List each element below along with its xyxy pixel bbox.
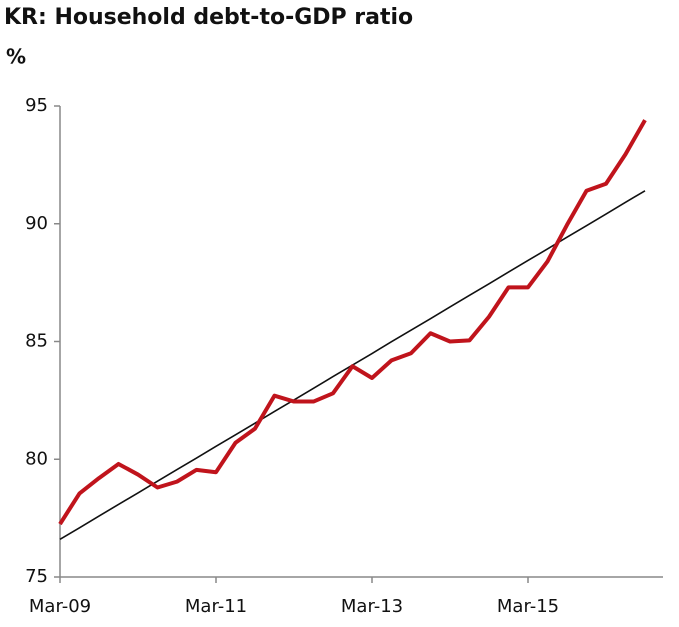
x-tick-label: Mar-15: [497, 596, 559, 617]
chart-title: KR: Household debt-to-GDP ratio: [4, 5, 413, 30]
y-tick-label: 75: [25, 566, 48, 587]
y-axis-label: %: [6, 45, 26, 69]
y-tick-label: 80: [25, 448, 48, 469]
x-tick-label: Mar-11: [185, 596, 247, 617]
y-tick-label: 90: [25, 213, 48, 234]
x-tick-label: Mar-09: [29, 596, 91, 617]
y-tick-label: 85: [25, 331, 48, 352]
data-line: [58, 119, 647, 526]
y-tick-label: 95: [25, 95, 48, 116]
x-tick-label: Mar-13: [341, 596, 403, 617]
